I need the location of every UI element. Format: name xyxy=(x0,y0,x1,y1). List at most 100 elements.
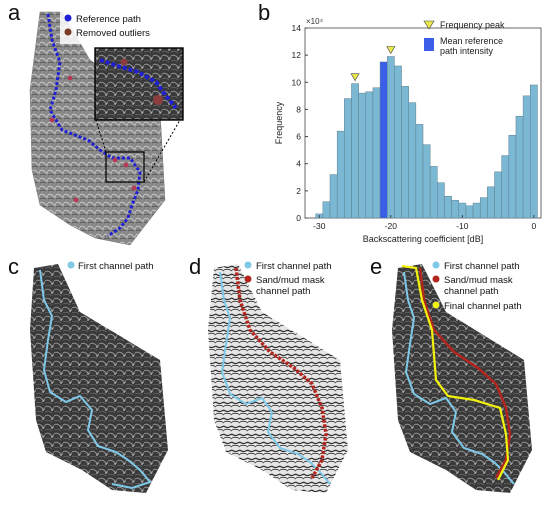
y-tick-label: 10 xyxy=(292,77,302,87)
panel-b-histogram: -30 -20 -10 0 0 2 4 6 8 10 12 14 ×10⁴ Backscatteri… xyxy=(274,17,542,244)
panel-a-zoom-box xyxy=(105,151,145,183)
histogram-bar xyxy=(437,182,445,219)
panel-d-legend-sand: Sand/mud mask xyxy=(256,275,325,286)
panel-e-legend-final: Final channel path xyxy=(444,301,522,312)
panel-c-map: First channel path xyxy=(30,261,168,493)
histogram-bar xyxy=(329,174,338,219)
histogram-bar xyxy=(351,83,359,219)
histogram-bar xyxy=(487,186,495,219)
panel-e-legend-sand: Sand/mud mask xyxy=(444,275,513,286)
histogram-bars xyxy=(315,56,538,219)
reference-path-marker-icon xyxy=(64,14,72,22)
mean-bar xyxy=(379,61,388,219)
y-multiplier-label: ×10⁴ xyxy=(306,17,324,26)
final-channel-marker-icon xyxy=(432,301,440,309)
histogram-bar xyxy=(465,205,474,219)
panel-c-first-channel xyxy=(39,269,152,490)
histogram-bar xyxy=(451,200,460,219)
panel-a-map: Reference path Removed outliers xyxy=(29,10,184,246)
peak-markers xyxy=(350,46,396,82)
y-tick-label: 14 xyxy=(292,23,302,33)
x-tick-label: 0 xyxy=(531,221,536,231)
histogram-bar xyxy=(515,115,524,219)
first-channel-marker-icon xyxy=(244,261,252,269)
histogram-bar xyxy=(472,202,481,219)
peak-marker xyxy=(350,73,360,82)
histogram-bar xyxy=(372,87,381,219)
histogram-bar xyxy=(508,134,517,219)
panel-e-map: First channel path Sand/mud mask channel… xyxy=(392,261,532,493)
panel-d-region xyxy=(208,264,348,493)
panel-a-inset xyxy=(94,47,184,121)
legend-mean-label: Mean reference path intensity xyxy=(440,36,506,56)
panel-b-letter: b xyxy=(258,0,271,25)
histogram-bar xyxy=(530,84,538,219)
histogram-bar xyxy=(429,166,438,219)
panel-c-region xyxy=(30,264,168,493)
panel-d-legend-first: First channel path xyxy=(256,261,332,272)
panel-e-region xyxy=(392,264,532,493)
panel-e-legend-first: First channel path xyxy=(444,261,520,272)
y-axis-label: Frequency xyxy=(274,101,284,144)
panel-a-legend-box xyxy=(60,10,160,44)
panel-c-legend: First channel path xyxy=(78,261,154,272)
histogram-bar xyxy=(401,86,409,219)
legend-peak-icon xyxy=(423,20,435,30)
panel-a-inset-outlier xyxy=(120,58,128,66)
legend-peak-label: Frequency peak xyxy=(440,20,505,30)
histogram-bar xyxy=(422,144,431,219)
first-channel-marker-icon xyxy=(432,261,440,269)
x-tick-label: -30 xyxy=(313,221,326,231)
histogram-bar xyxy=(444,196,452,219)
y-tick-label: 0 xyxy=(296,213,301,223)
panel-a-outlier xyxy=(123,162,129,168)
y-ticks: 0 2 4 6 8 10 12 14 xyxy=(292,23,308,223)
y-tick-label: 4 xyxy=(296,159,301,169)
y-tick-label: 2 xyxy=(296,186,301,196)
x-ticks: -30 -20 -10 0 xyxy=(313,215,536,231)
legend-mean-swatch xyxy=(424,38,434,51)
y-tick-label: 12 xyxy=(292,50,302,60)
sand-mud-marker-icon xyxy=(244,275,252,283)
removed-outliers-marker-icon xyxy=(64,28,72,36)
y-tick-label: 8 xyxy=(296,104,301,114)
panel-e-letter: e xyxy=(370,254,383,279)
panel-d-letter: d xyxy=(189,254,202,279)
panel-a-outlier xyxy=(67,75,73,81)
histogram-bar xyxy=(322,201,331,219)
histogram-bar xyxy=(386,56,395,219)
panel-e-first-channel xyxy=(403,271,515,485)
panel-a-letter: a xyxy=(8,0,21,25)
x-tick-label: -20 xyxy=(385,221,398,231)
histogram-bar xyxy=(365,91,374,219)
histogram-bar xyxy=(522,95,531,219)
first-channel-marker-icon xyxy=(67,261,75,269)
x-tick-label: -10 xyxy=(456,221,469,231)
legend-mean-label-line-1: Mean reference xyxy=(440,36,503,46)
legend-mean-label-line-2: path intensity xyxy=(440,46,494,56)
panel-d-map: First channel path Sand/mud mask channel… xyxy=(208,261,348,493)
panel-a-outlier xyxy=(49,117,55,123)
panel-a-inset-outlier xyxy=(153,95,163,105)
histogram-bar xyxy=(415,124,424,219)
panel-a-outlier xyxy=(131,185,137,191)
peak-marker xyxy=(386,46,396,55)
histogram-bar xyxy=(344,98,352,219)
histogram-bar xyxy=(358,92,367,219)
panel-a-outlier xyxy=(112,157,118,163)
panel-d-sand-mud-channel xyxy=(234,267,328,479)
panel-d-legend-channel: channel path xyxy=(256,286,310,297)
panel-c-letter: c xyxy=(8,254,19,279)
panel-a-region xyxy=(29,11,166,246)
panel-a-legend-reference: Reference path xyxy=(76,14,141,25)
x-axis-label: Backscattering coefficient [dB] xyxy=(363,234,483,244)
histogram-bar xyxy=(501,155,510,219)
panel-a-inset-path xyxy=(99,58,178,110)
y-tick-label: 6 xyxy=(296,132,301,142)
panel-a-outlier xyxy=(73,197,79,203)
panel-e-final-channel xyxy=(401,264,510,481)
histogram-bar xyxy=(336,130,345,219)
panel-d-first-channel xyxy=(219,271,331,485)
panel-e-legend-channel: channel path xyxy=(444,286,498,297)
